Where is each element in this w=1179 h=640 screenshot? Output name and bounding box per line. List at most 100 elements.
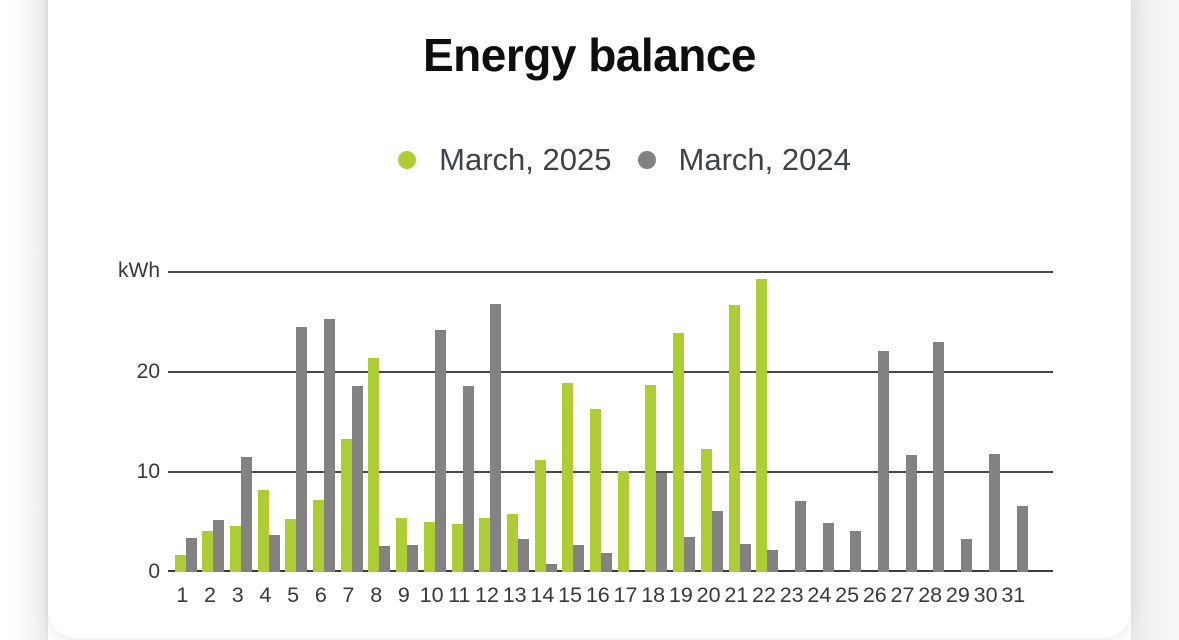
bar-march-2024-day-16[interactable]: [601, 553, 612, 572]
legend-item-march-2024[interactable]: March, 2024: [637, 142, 851, 178]
x-label-day-7: 7: [342, 583, 355, 607]
x-label-day-12: 12: [475, 583, 499, 607]
bar-march-2025-day-9[interactable]: [396, 518, 408, 572]
x-label-day-25: 25: [835, 583, 860, 607]
bar-march-2024-day-15[interactable]: [573, 545, 585, 572]
bar-march-2025-day-7[interactable]: [340, 439, 352, 572]
x-label-day-19: 19: [668, 583, 693, 607]
bar-march-2025-day-8[interactable]: [368, 358, 380, 572]
x-label-day-26: 26: [862, 583, 887, 607]
y-axis-unit-label: kWh: [118, 259, 160, 282]
x-label-day-28: 28: [918, 583, 943, 607]
bar-march-2024-day-26[interactable]: [878, 351, 889, 572]
bar-march-2025-day-15[interactable]: [562, 383, 574, 572]
bar-march-2025-day-11[interactable]: [451, 524, 463, 572]
x-label-day-11: 11: [448, 583, 471, 607]
x-label-day-16: 16: [585, 583, 610, 607]
legend-dot-icon: [398, 151, 417, 169]
gridline-30: [168, 271, 1053, 273]
bar-march-2024-day-4[interactable]: [268, 535, 280, 572]
bar-march-2024-day-24[interactable]: [822, 523, 834, 572]
bar-march-2024-day-3[interactable]: [240, 457, 252, 572]
x-label-day-4: 4: [259, 583, 272, 607]
x-label-day-1: 1: [176, 583, 189, 607]
bar-march-2024-day-2[interactable]: [213, 520, 225, 572]
bar-march-2024-day-12[interactable]: [490, 304, 502, 572]
legend-item-march-2025[interactable]: March, 2025: [398, 142, 612, 178]
bar-march-2025-day-17[interactable]: [617, 471, 629, 572]
x-label-day-10: 10: [419, 583, 444, 607]
bar-march-2024-day-29[interactable]: [961, 539, 973, 572]
legend-label: March, 2025: [439, 142, 612, 177]
x-label-day-18: 18: [641, 583, 666, 607]
bar-march-2025-day-2[interactable]: [202, 531, 214, 572]
x-label-day-2: 2: [204, 583, 216, 607]
bar-march-2025-day-19[interactable]: [673, 333, 685, 572]
x-label-day-21: 21: [724, 583, 749, 607]
gridline-20: [168, 371, 1053, 373]
bar-march-2024-day-7[interactable]: [351, 386, 363, 572]
gridline-10: [168, 471, 1053, 473]
bar-march-2024-day-21[interactable]: [739, 544, 751, 572]
bar-march-2024-day-18[interactable]: [656, 473, 668, 572]
bar-march-2024-day-9[interactable]: [407, 545, 419, 572]
bar-march-2024-day-28[interactable]: [933, 342, 945, 572]
y-tick-0: 0: [148, 560, 160, 583]
bar-march-2024-day-25[interactable]: [850, 531, 862, 572]
x-label-day-15: 15: [558, 583, 583, 607]
x-label-day-29: 29: [945, 583, 970, 607]
bar-march-2025-day-21[interactable]: [728, 305, 740, 572]
x-label-day-13: 13: [502, 583, 527, 607]
x-label-day-20: 20: [696, 583, 721, 607]
bar-march-2025-day-13[interactable]: [506, 514, 518, 572]
x-label-day-5: 5: [287, 583, 300, 607]
bar-march-2024-day-23[interactable]: [794, 501, 806, 572]
x-label-day-17: 17: [613, 583, 638, 607]
bar-march-2025-day-10[interactable]: [423, 522, 435, 572]
x-label-day-9: 9: [397, 583, 410, 607]
y-tick-20: 20: [136, 360, 160, 383]
bar-march-2024-day-27[interactable]: [905, 455, 917, 572]
x-label-day-24: 24: [807, 583, 832, 607]
bar-march-2025-day-14[interactable]: [534, 460, 546, 572]
bar-march-2025-day-4[interactable]: [257, 490, 269, 572]
legend-label: March, 2024: [678, 142, 851, 177]
adjacent-card-right-edge: [1131, 0, 1179, 640]
bar-march-2024-day-19[interactable]: [684, 537, 696, 572]
bar-march-2025-day-20[interactable]: [700, 449, 712, 572]
bar-march-2025-day-5[interactable]: [285, 519, 297, 572]
x-label-day-3: 3: [231, 583, 244, 607]
bar-march-2024-day-20[interactable]: [711, 511, 723, 572]
x-label-day-8: 8: [370, 583, 383, 607]
bar-march-2024-day-13[interactable]: [517, 539, 529, 572]
bar-march-2024-day-8[interactable]: [379, 546, 391, 572]
x-label-day-22: 22: [752, 583, 776, 607]
chart-title: Energy balance: [422, 29, 757, 81]
x-label-day-23: 23: [779, 583, 804, 607]
y-tick-10: 10: [136, 460, 160, 483]
bar-march-2025-day-22[interactable]: [756, 279, 768, 572]
bar-march-2025-day-6[interactable]: [313, 500, 324, 572]
bar-march-2024-day-11[interactable]: [462, 386, 474, 572]
bar-march-2024-day-14[interactable]: [545, 564, 557, 572]
bar-march-2025-day-12[interactable]: [479, 518, 491, 572]
bar-march-2025-day-1[interactable]: [174, 555, 186, 572]
bar-march-2024-day-31[interactable]: [1016, 506, 1028, 572]
adjacent-card-left-edge: [0, 0, 48, 640]
bar-march-2024-day-1[interactable]: [185, 538, 197, 572]
bar-march-2024-day-5[interactable]: [296, 327, 308, 572]
x-label-day-14: 14: [530, 583, 555, 607]
bar-march-2024-day-22[interactable]: [767, 550, 779, 572]
legend-dot-icon: [637, 151, 656, 169]
bar-march-2024-day-10[interactable]: [434, 330, 446, 572]
bar-march-2025-day-3[interactable]: [229, 526, 241, 572]
bar-march-2025-day-18[interactable]: [645, 385, 657, 572]
chart-card: [48, 0, 1131, 638]
bar-march-2024-day-30[interactable]: [988, 454, 1000, 572]
x-label-day-31: 31: [1001, 583, 1026, 607]
bar-march-2025-day-16[interactable]: [590, 409, 601, 572]
bar-march-2024-day-6[interactable]: [324, 319, 335, 572]
legend: March, 2025 March, 2024: [83, 142, 1166, 178]
x-label-day-30: 30: [973, 583, 998, 607]
